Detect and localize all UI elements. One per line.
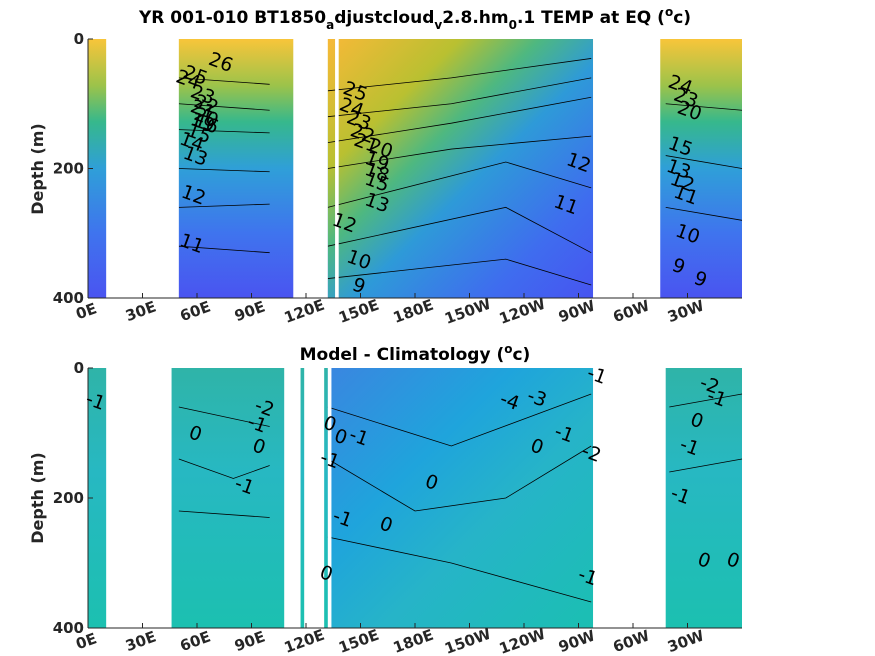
chart-1-x-tick-label: 120W bbox=[497, 295, 549, 328]
chart-2-x-tick-label: 90E bbox=[232, 628, 267, 656]
chart-2-contour-line bbox=[178, 458, 270, 479]
chart-2-x-tick-label: 30E bbox=[123, 628, 158, 656]
chart-1-x-tick-label: 180E bbox=[391, 296, 436, 327]
chart-2-x-tick-label: 180E bbox=[391, 626, 436, 656]
chart-1-y-tick-label: 400 bbox=[53, 289, 84, 307]
chart-2-x-tick-label: 120W bbox=[497, 625, 549, 656]
chart-1-contour-line bbox=[327, 258, 592, 286]
chart-1-x-tick-label: 90W bbox=[556, 296, 598, 326]
chart-1-x-tick-label: 90E bbox=[232, 298, 267, 326]
chart-1-x-tick-label: 150W bbox=[442, 295, 494, 328]
chart-1-contour-line bbox=[665, 206, 743, 221]
chart-2-contour-line bbox=[669, 393, 743, 408]
chart-2-y-axis-label: Depth (m) bbox=[28, 452, 47, 544]
chart-2-x-tick-label: 120E bbox=[282, 626, 327, 656]
chart-1-contour-line bbox=[178, 203, 270, 208]
chart-2-land-mask bbox=[106, 367, 172, 629]
chart-2-x-tick-label: 150W bbox=[442, 625, 494, 656]
chart-1-contour-line bbox=[327, 77, 592, 118]
chart-1-contour-line bbox=[178, 168, 270, 173]
chart-1-contour-line bbox=[178, 245, 270, 254]
chart-1-contour-line bbox=[178, 129, 270, 134]
chart-1-contour-line bbox=[327, 135, 592, 169]
chart-1-x-tick-label: 150E bbox=[336, 296, 381, 327]
chart-2-title: Model - Climatology (oc) bbox=[300, 342, 531, 365]
chart-2-contour-line bbox=[669, 458, 743, 473]
chart-1-contour-line bbox=[327, 58, 592, 92]
chart-2-y-tick-label: 0 bbox=[74, 359, 84, 377]
chart-1-contour-line bbox=[327, 96, 592, 143]
chart-1-contour-line bbox=[327, 161, 592, 208]
chart-1-y-axis-label: Depth (m) bbox=[28, 123, 47, 215]
chart-1-x-tick-label: 60W bbox=[611, 296, 653, 326]
chart-1-x-tick-label: 30W bbox=[665, 296, 707, 326]
chart-1-land-mask bbox=[106, 38, 179, 299]
chart-2-x-tick-label: 60E bbox=[178, 628, 213, 656]
chart-2-land-mask bbox=[284, 367, 301, 629]
chart-2-x-tick-label: 90W bbox=[556, 626, 598, 656]
chart-1-contour-line bbox=[178, 77, 270, 85]
chart-1-field-pacific bbox=[327, 39, 594, 298]
chart-1-land-mask bbox=[593, 38, 661, 299]
chart-2-field-pacific bbox=[327, 368, 594, 628]
chart-1-x-tick-label: 120E bbox=[282, 296, 327, 327]
chart-2-y-tick-label: 400 bbox=[53, 619, 84, 637]
chart-2-land-mask bbox=[327, 367, 332, 629]
chart-2-contour-line bbox=[327, 536, 592, 603]
chart-2-x-tick-label: 150E bbox=[336, 626, 381, 656]
chart-1-land-mask bbox=[335, 38, 339, 299]
chart-2-x-tick-label: 60W bbox=[611, 626, 653, 656]
chart-2-y-tick-label: 200 bbox=[53, 489, 84, 507]
chart-2-contour-line bbox=[178, 510, 270, 518]
chart-1-y-tick-label: 200 bbox=[53, 160, 84, 178]
chart-1-x-tick-label: 60E bbox=[178, 298, 213, 326]
chart-2-contour-line bbox=[178, 406, 270, 427]
chart-2-land-mask bbox=[304, 367, 325, 629]
chart-1-title: YR 001-010 BT1850adjustcloudv2.8.hm0.1 T… bbox=[138, 5, 691, 32]
chart-2-contour-line bbox=[327, 393, 592, 447]
chart-1-x-tick-label: 30E bbox=[123, 298, 158, 326]
chart-1-contour-line bbox=[327, 206, 592, 254]
chart-1-x-tick-label: 0E bbox=[73, 299, 99, 323]
chart-1-contour-line bbox=[665, 155, 743, 169]
chart-2-land-mask bbox=[593, 367, 666, 629]
chart-2-contour-line bbox=[327, 445, 592, 512]
chart-2-x-tick-label: 30W bbox=[665, 626, 707, 656]
chart-1-contour-line bbox=[665, 103, 743, 111]
chart-1-land-mask bbox=[293, 38, 328, 299]
chart-1-y-tick-label: 0 bbox=[74, 30, 84, 48]
chart-1-contour-line bbox=[178, 103, 270, 111]
chart-2-x-tick-label: 0E bbox=[73, 629, 99, 653]
